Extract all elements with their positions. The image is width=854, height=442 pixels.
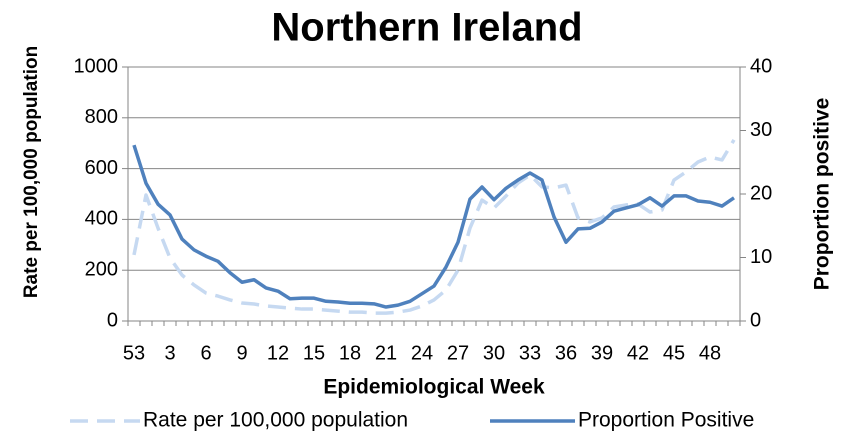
x-tick-label: 48	[699, 342, 721, 364]
x-tick-label: 45	[663, 342, 685, 364]
x-tick-label: 9	[236, 342, 247, 364]
y-axis-title: Rate per 100,000 population	[21, 46, 42, 298]
y2-tick-label: 20	[750, 182, 772, 204]
x-tick-label: 36	[555, 342, 577, 364]
x-tick-label: 12	[267, 342, 289, 364]
x-tick-label: 24	[411, 342, 433, 364]
y-tick-label: 400	[85, 208, 118, 230]
x-tick-label: 18	[339, 342, 361, 364]
x-tick-label: 21	[375, 342, 397, 364]
y-tick-label: 200	[85, 258, 118, 280]
series-line	[132, 139, 736, 315]
x-tick-label: 3	[164, 342, 175, 364]
y-tick-label: 600	[85, 157, 118, 179]
x-tick-label: 15	[303, 342, 325, 364]
x-axis-title: Epidemiological Week	[323, 376, 545, 399]
y2-tick-label: 30	[750, 119, 772, 141]
legend-label: Rate per 100,000 population	[143, 409, 408, 432]
x-tick-label: 30	[483, 342, 505, 364]
x-tick-label: 39	[591, 342, 613, 364]
x-tick-label: 42	[627, 342, 649, 364]
series-line	[132, 144, 735, 309]
y2-tick-label: 10	[750, 246, 772, 268]
chart-title: Northern Ireland	[271, 6, 582, 50]
y-tick-label: 1000	[74, 55, 119, 77]
x-tick-label: 33	[519, 342, 541, 364]
x-tick-label: 6	[200, 342, 211, 364]
y-tick-label: 0	[107, 309, 118, 331]
x-tick-label: 27	[447, 342, 469, 364]
y2-tick-label: 40	[750, 55, 772, 77]
x-tick-label: 53	[123, 342, 145, 364]
y-tick-label: 800	[85, 106, 118, 128]
y2-axis-title: Proportion positive	[811, 98, 834, 291]
y2-tick-label: 0	[750, 309, 761, 331]
legend-label: Proportion Positive	[578, 409, 754, 432]
